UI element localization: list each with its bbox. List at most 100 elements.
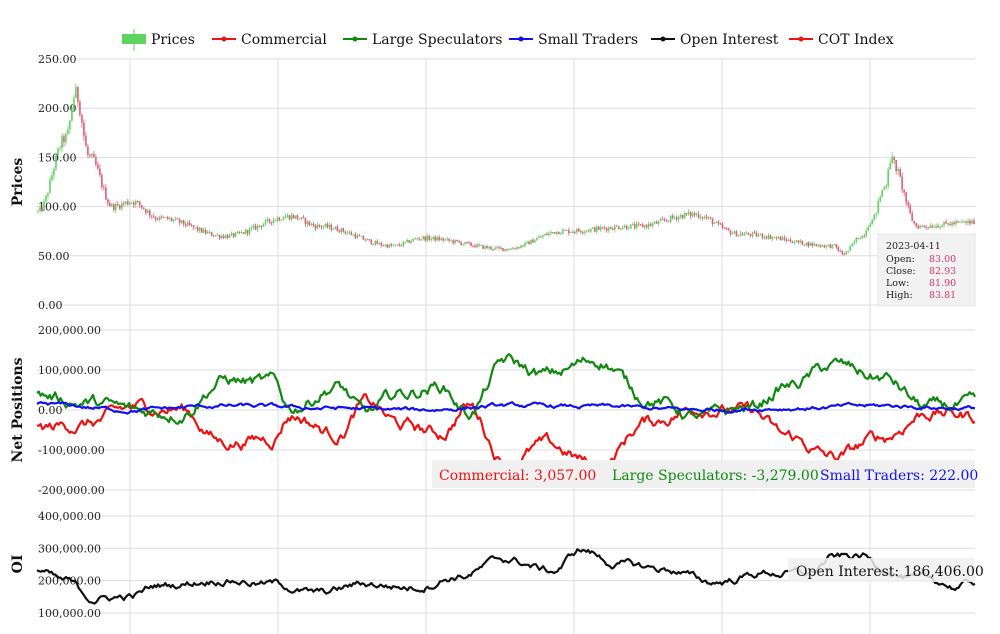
legend-item[interactable]: Small Traders (509, 32, 638, 48)
candle-body (346, 232, 349, 234)
legend-item[interactable]: Open Interest (651, 32, 779, 48)
candlestick (957, 220, 959, 224)
candle-body (637, 223, 640, 225)
y-axis-title: Net Positions (10, 357, 26, 462)
candle-body (528, 241, 530, 245)
candle-body (719, 223, 722, 225)
candlestick (572, 229, 574, 234)
candlestick (238, 230, 241, 235)
candle-body (372, 244, 375, 245)
candle-body (769, 235, 772, 239)
candlestick (412, 238, 414, 242)
candle-body (414, 238, 416, 240)
candle-body (176, 218, 179, 220)
candlestick (767, 233, 770, 240)
candle-body (462, 243, 464, 245)
candlestick (274, 219, 277, 221)
candlestick (711, 217, 714, 227)
legend-item[interactable]: Prices (122, 29, 195, 51)
candle-body (330, 224, 333, 230)
legend-item[interactable]: Large Speculators (343, 32, 502, 48)
candle-body (875, 213, 878, 215)
legend-item[interactable]: Commercial (212, 32, 327, 48)
candle-body (404, 242, 407, 243)
candle-body (661, 219, 664, 220)
candlestick (308, 220, 311, 226)
candlestick (845, 250, 848, 255)
candle-body (426, 235, 428, 241)
tooltip-label: Low: (886, 278, 909, 289)
candlestick (420, 238, 422, 241)
candle-body (488, 246, 490, 249)
candle-body (352, 234, 355, 236)
candle-body (174, 218, 177, 220)
candlestick (578, 227, 580, 232)
candlestick (851, 243, 854, 247)
candlestick (795, 239, 798, 243)
candlestick (771, 236, 774, 242)
candlestick (310, 222, 313, 227)
candlestick (200, 227, 203, 234)
candlestick (779, 236, 782, 241)
candle-body (252, 225, 255, 228)
candle-body (382, 245, 385, 247)
candle-body (87, 146, 89, 155)
legend[interactable]: Prices Commercial Large Speculators Small T… (122, 29, 894, 51)
candle-body (679, 215, 682, 217)
candle-body (510, 248, 512, 250)
candle-body (791, 241, 794, 244)
candlestick (366, 238, 369, 241)
candlestick (805, 242, 808, 247)
candlestick (867, 224, 870, 231)
candle-body (364, 239, 367, 241)
candlestick (935, 223, 937, 230)
candle-body (635, 223, 638, 228)
candle-body (184, 224, 187, 226)
y-tick-label: -200,000.00 (38, 484, 105, 497)
candle-body (466, 241, 468, 243)
candle-body (422, 236, 424, 239)
candle-body (350, 232, 353, 236)
candle-body (971, 220, 973, 224)
candle-body (486, 246, 488, 249)
candlestick (45, 194, 47, 204)
candlestick (701, 216, 704, 221)
candle-body (248, 228, 251, 234)
candle-body (685, 213, 688, 215)
tooltip-value: 83.81 (929, 290, 956, 301)
candlestick (386, 244, 389, 249)
candlestick (268, 218, 271, 224)
candlestick (462, 243, 464, 246)
open-interest-tooltip: Open Interest: 186,406.00 (788, 558, 984, 582)
candlestick (885, 184, 887, 190)
candle-body (208, 232, 211, 233)
candlestick (452, 238, 454, 246)
candlestick (65, 132, 67, 146)
candlestick (615, 224, 618, 227)
candle-body (773, 237, 776, 239)
candle-body (502, 248, 504, 251)
legend-item[interactable]: COT Index (789, 32, 894, 48)
candlestick (907, 199, 909, 209)
candle-body (69, 120, 71, 130)
candlestick (356, 233, 359, 240)
candle-body (198, 227, 201, 231)
tooltip-value: 81.90 (929, 278, 956, 289)
candlestick (510, 247, 512, 250)
candlestick (568, 227, 570, 236)
candle-body (913, 220, 915, 224)
candle-body (877, 200, 880, 214)
candle-body (943, 221, 945, 226)
candlestick (939, 225, 941, 230)
candle-body (384, 244, 387, 246)
candle-body (79, 101, 81, 115)
candlestick (502, 248, 504, 252)
tooltips: 2023-04-11 Open: 83.00 Close: 82.93 Low: 81.90… (432, 233, 984, 582)
candle-body (651, 223, 654, 226)
candle-body (835, 244, 838, 248)
candle-body (905, 192, 907, 203)
candlestick (773, 236, 776, 239)
candle-body (360, 236, 363, 237)
candle-body (857, 238, 860, 240)
candlestick (875, 213, 878, 218)
